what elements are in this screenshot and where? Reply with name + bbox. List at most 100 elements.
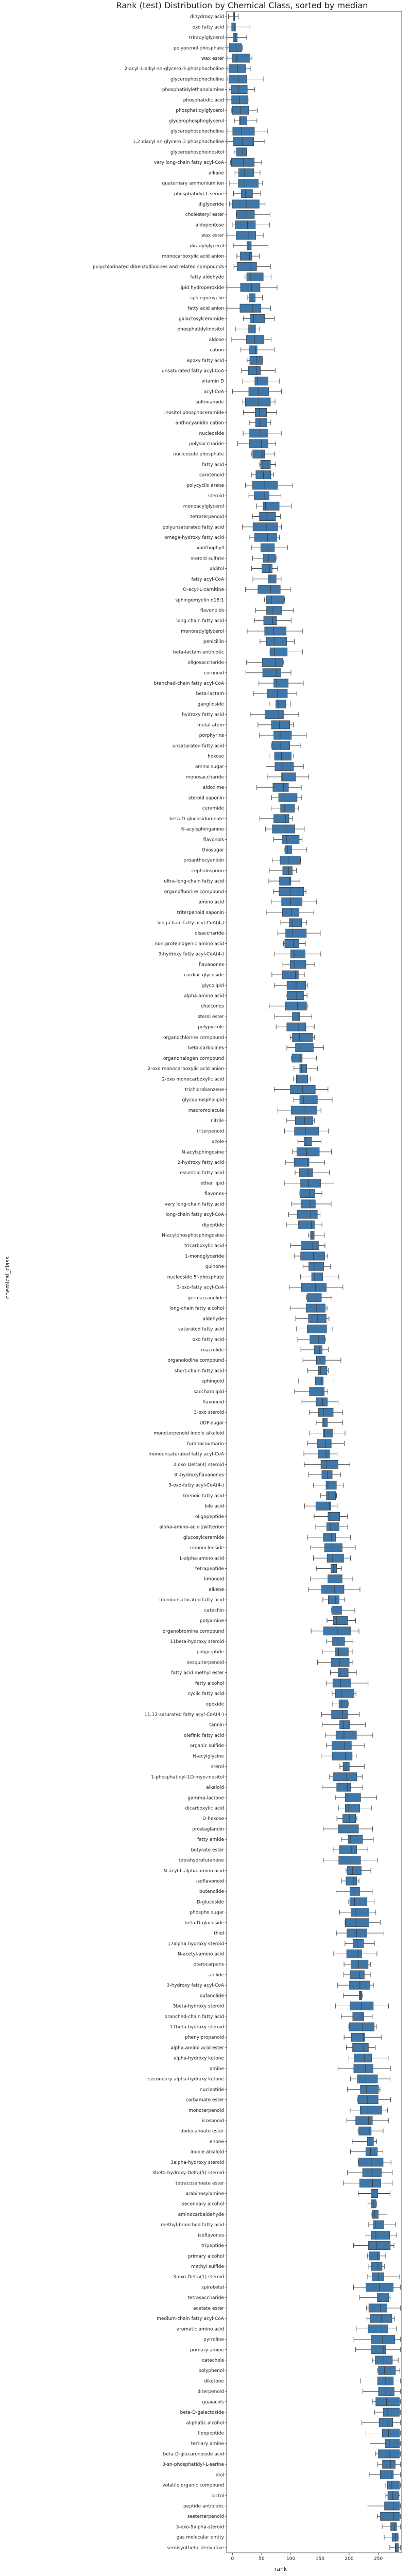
box-body xyxy=(375,2397,400,2406)
box-body xyxy=(285,928,307,938)
box-body xyxy=(348,1835,363,1844)
box-body xyxy=(239,116,247,125)
y-tick-label: sesterterpenoid xyxy=(187,2514,224,2519)
box-body xyxy=(368,2241,391,2250)
box-body xyxy=(279,887,304,896)
box-body xyxy=(351,2032,365,2042)
box-226 xyxy=(372,2355,399,2365)
box-body xyxy=(382,2429,400,2437)
box-200 xyxy=(347,2084,381,2094)
box-90 xyxy=(283,939,306,948)
box-body xyxy=(383,2408,400,2417)
box-body xyxy=(328,1512,340,1521)
y-tick-label: indole alkaloid xyxy=(191,2150,224,2155)
y-tick-label: organohalogen compound xyxy=(163,1056,224,1061)
box-body xyxy=(299,1095,318,1105)
box-body xyxy=(321,1470,333,1479)
y-tick-label: anthocyanidin cation xyxy=(176,421,224,426)
box-body xyxy=(350,1887,360,1896)
box-body xyxy=(351,1908,369,1917)
box-225 xyxy=(355,2345,401,2354)
box-145 xyxy=(314,1512,348,1521)
box-body xyxy=(318,1449,330,1459)
box-101 xyxy=(291,1054,317,1063)
box-body xyxy=(395,2543,399,2552)
box-141 xyxy=(308,1470,341,1479)
box-body xyxy=(335,1647,349,1656)
box-body xyxy=(323,1533,336,1542)
box-body xyxy=(246,273,264,281)
box-137 xyxy=(310,1429,346,1438)
box-173 xyxy=(338,1804,372,1812)
box-body xyxy=(229,43,242,53)
box-body xyxy=(332,1741,352,1750)
box-17 xyxy=(229,179,263,188)
box-body xyxy=(232,127,255,135)
box-180 xyxy=(341,1876,359,1886)
box-8 xyxy=(229,85,255,94)
box-136 xyxy=(316,1418,344,1427)
y-tick-label: glycolipid xyxy=(202,983,224,988)
y-tick-label: catechin xyxy=(204,1608,224,1613)
y-tick-label: oxo fatty acid xyxy=(193,25,224,30)
y-tick-label: volatile organic compound xyxy=(162,2483,224,2488)
box-217 xyxy=(368,2262,385,2271)
box-body xyxy=(231,95,249,105)
y-tick-label: primary alcohol xyxy=(188,2254,224,2259)
box-35 xyxy=(241,366,276,375)
box-96 xyxy=(269,1002,308,1011)
box-93 xyxy=(271,970,305,979)
y-tick-label: monosaccharide xyxy=(186,775,225,780)
y-tick-label: inositol phosphoceramide xyxy=(164,410,225,415)
box-body xyxy=(233,33,238,42)
y-tick-label: O-acyl-L-carnitine xyxy=(183,587,224,592)
y-tick-label: 3-sn-phosphatidyl-L-serine xyxy=(162,2462,224,2467)
box-40 xyxy=(249,418,271,428)
box-45 xyxy=(251,470,274,480)
y-tick-label: 3-hydroxy fatty acyl-CoA(4-) xyxy=(159,952,224,957)
box-body xyxy=(346,1876,357,1886)
box-body xyxy=(380,2470,394,2479)
y-tick-label: tetraterpenoid xyxy=(191,515,224,520)
box-body xyxy=(278,793,298,802)
box-197 xyxy=(348,2054,389,2063)
box-body xyxy=(347,1928,367,1938)
y-tick-label: tannin xyxy=(209,1723,224,1728)
box-body xyxy=(289,918,302,927)
box-161 xyxy=(325,1679,369,1688)
box-204 xyxy=(357,2126,384,2136)
box-body xyxy=(249,345,258,354)
box-body xyxy=(331,1564,337,1573)
box-body xyxy=(315,1501,332,1511)
box-body xyxy=(254,377,268,386)
box-192 xyxy=(335,2002,389,2011)
box-body xyxy=(279,876,291,886)
y-tick-label: 3beta-hydroxy steroid xyxy=(173,2004,224,2009)
box-body xyxy=(369,2251,380,2261)
box-body xyxy=(252,481,278,490)
y-tick-label: sulfonamide xyxy=(196,400,225,405)
box-body xyxy=(232,54,250,63)
box-body xyxy=(368,2303,387,2313)
box-126 xyxy=(295,1314,330,1323)
box-188 xyxy=(344,1960,371,1969)
box-201 xyxy=(357,2095,391,2104)
box-body xyxy=(280,856,301,865)
y-tick-label: azole xyxy=(212,1140,224,1145)
x-tick-label: 150 xyxy=(316,2556,324,2562)
y-tick-label: beta-D-glucosiduronate xyxy=(169,817,224,822)
box-169 xyxy=(339,1762,365,1771)
y-tick-label: wax ester xyxy=(201,56,224,61)
box-body xyxy=(385,2439,400,2448)
box-body xyxy=(232,106,249,115)
y-tick-label: sphingomyelin d18:1 xyxy=(175,598,224,603)
box-15 xyxy=(230,158,262,167)
box-181 xyxy=(336,1887,373,1896)
box-152 xyxy=(308,1585,360,1594)
y-tick-label: organochlorine compound xyxy=(163,1035,224,1040)
y-tick-label: furanocoumarin xyxy=(187,1442,224,1447)
box-body xyxy=(294,1126,319,1136)
y-tick-label: phenylpropanoid xyxy=(185,2035,224,2040)
y-tick-label: aldose xyxy=(209,337,225,343)
y-tick-label: cholesteryl ester xyxy=(185,212,225,217)
